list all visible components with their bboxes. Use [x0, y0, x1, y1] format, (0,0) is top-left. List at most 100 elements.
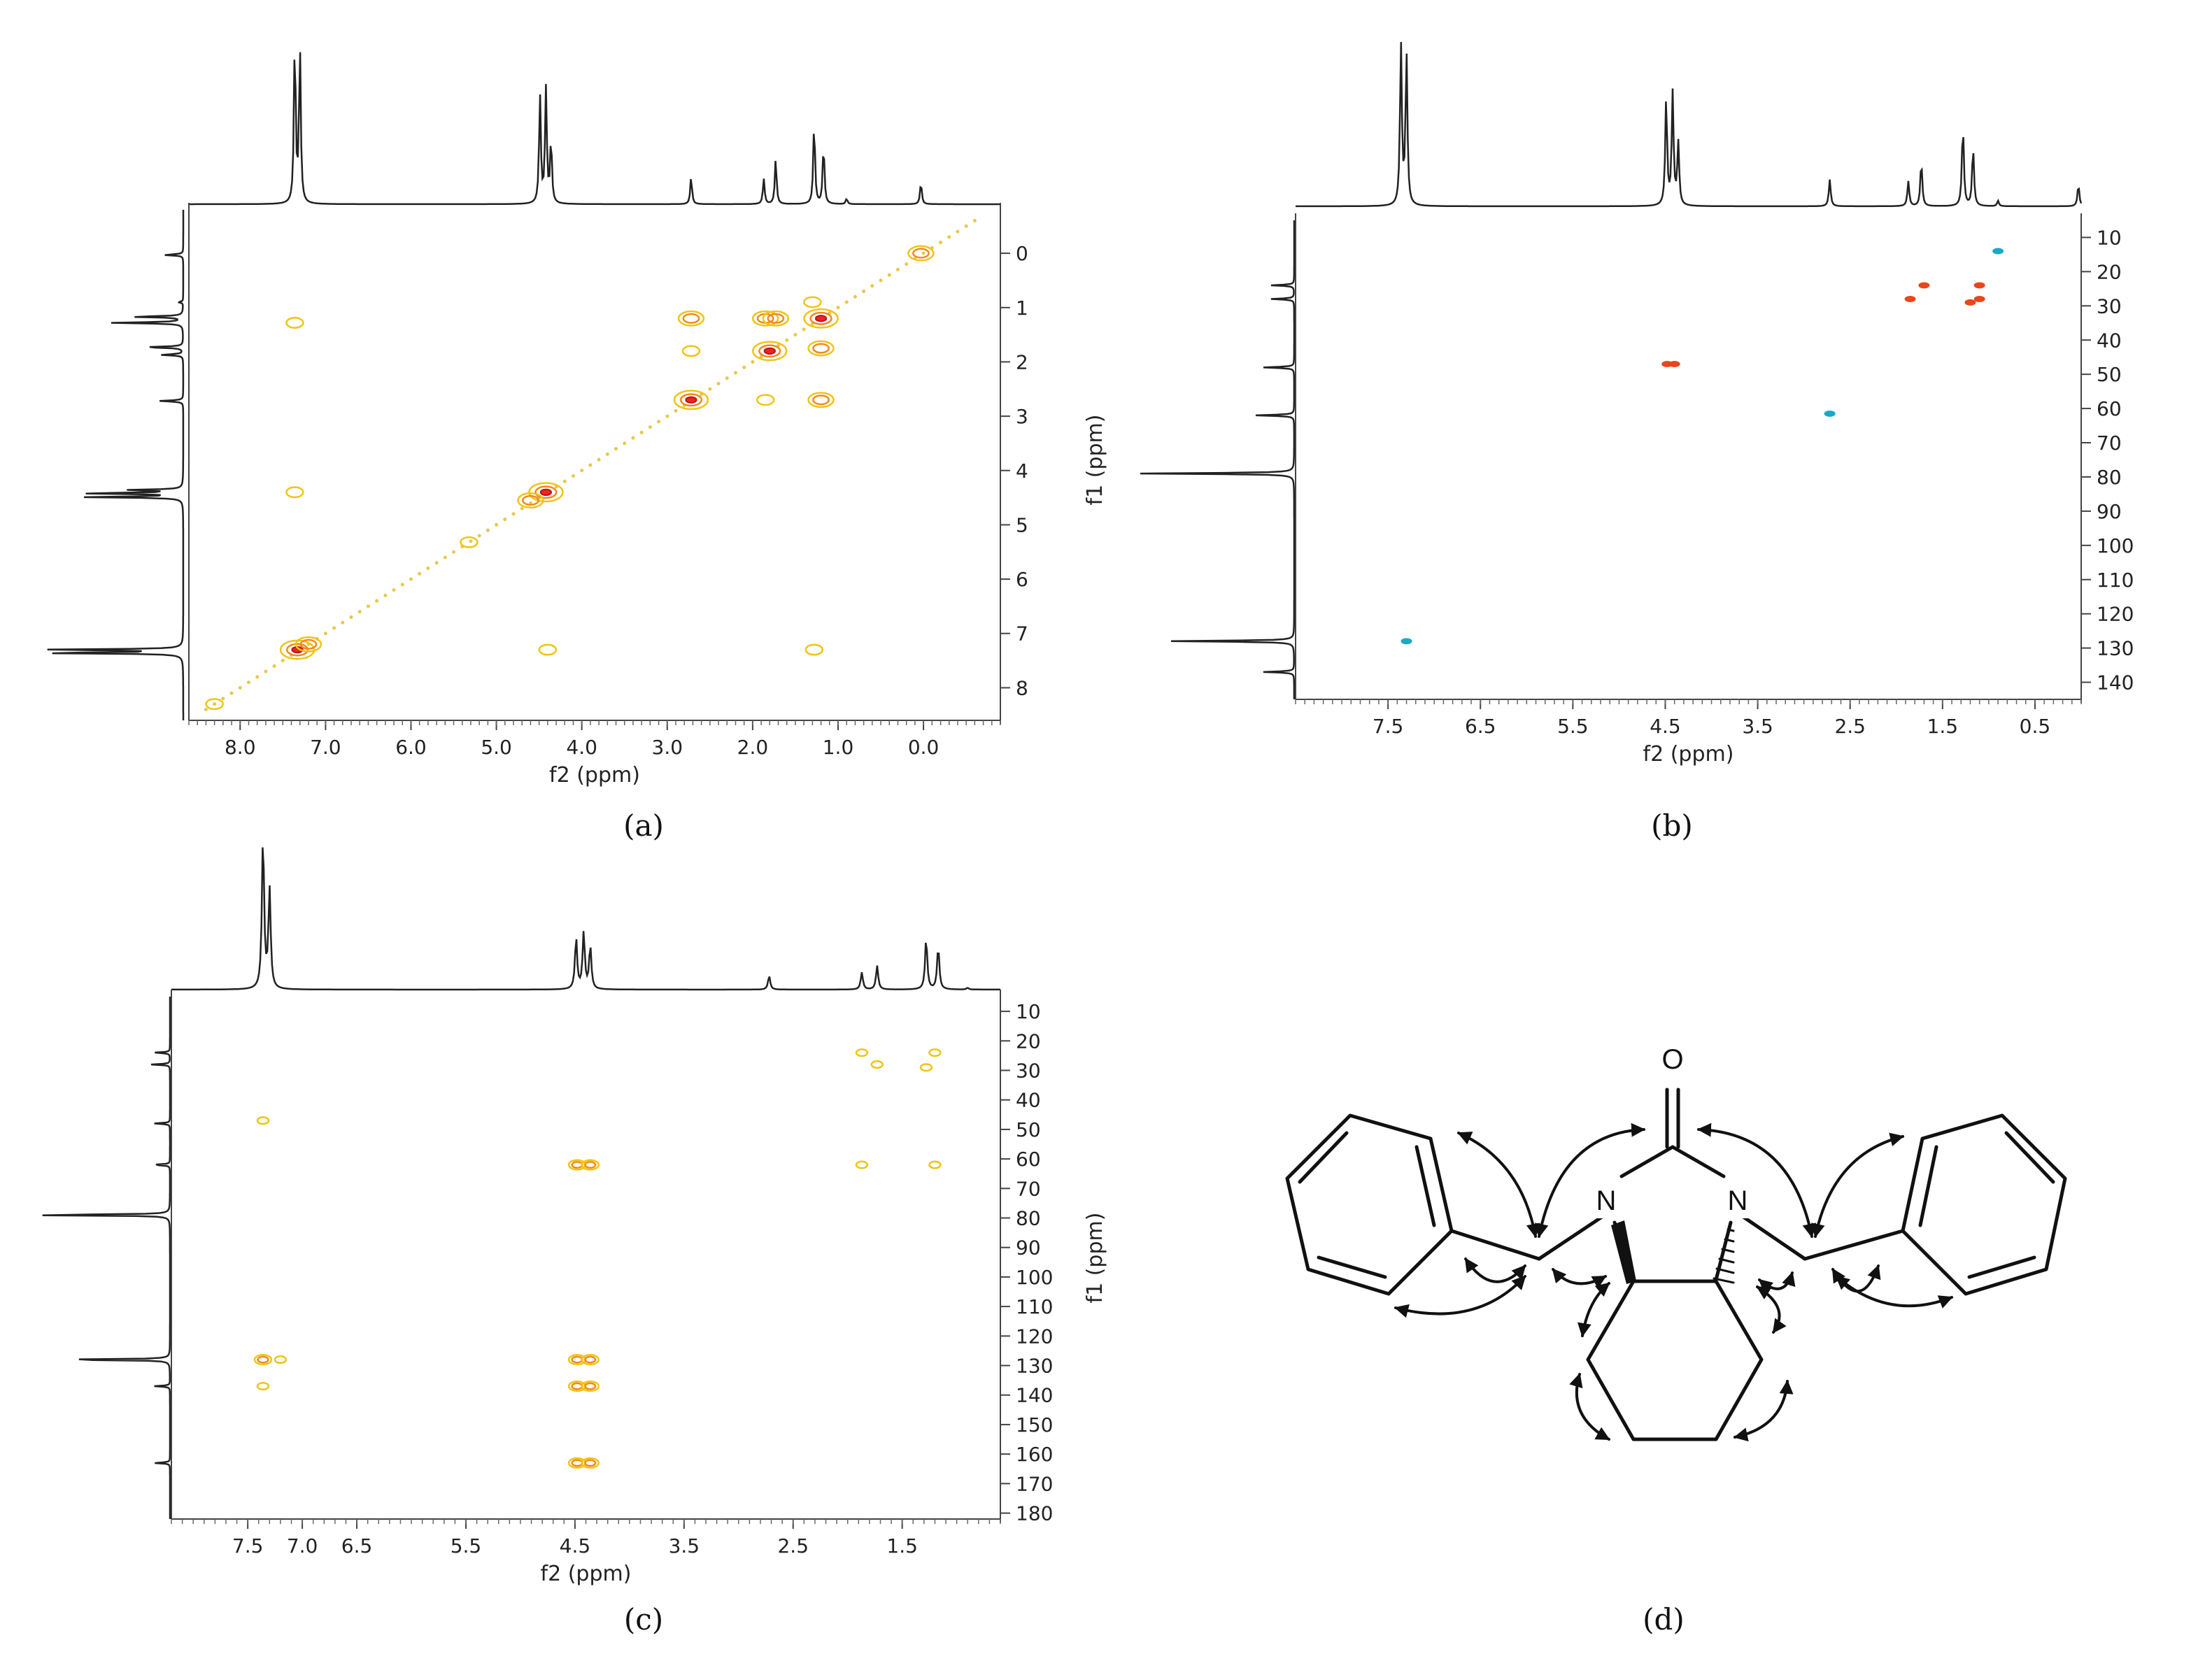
caption-a: (a): [623, 808, 664, 843]
top-1d-spectrum: [189, 52, 1000, 206]
cross-peak: [1824, 410, 1836, 417]
diagonal-trace: [443, 555, 447, 559]
x-tick-label: 5.5: [451, 1534, 482, 1557]
x-tick-label: 3.5: [1742, 715, 1773, 738]
diagonal-trace: [716, 382, 721, 386]
diagonal-trace: [255, 675, 260, 679]
diagonal-trace: [562, 479, 567, 483]
diagonal-trace: [631, 436, 635, 440]
y-tick-label: 120: [2097, 603, 2134, 626]
cross-peak: [528, 482, 564, 503]
y-axis-label: f1 (ppm): [1083, 415, 1107, 506]
diagonal-trace: [392, 588, 396, 592]
x-axis-label: f2 (ppm): [549, 763, 640, 787]
y-tick-label: 90: [2097, 500, 2122, 523]
x-tick-label: 7.5: [232, 1534, 264, 1557]
diagonal-trace: [623, 441, 627, 445]
cross-peak: [673, 390, 709, 411]
cross-peak: [581, 1354, 600, 1366]
diagonal-trace: [605, 452, 609, 456]
diagonal-trace: [733, 371, 737, 375]
y-tick-label: 120: [1016, 1325, 1053, 1348]
cross-peak-contour: [257, 1355, 269, 1364]
diagonal-trace: [887, 273, 891, 277]
atom-oxygen: O: [1661, 1044, 1683, 1075]
cross-peak: [205, 698, 224, 711]
x-tick-label: 1.0: [823, 736, 854, 759]
y-tick-label: 10: [1016, 1000, 1041, 1023]
correlation-arrows: [1394, 1122, 1953, 1441]
x-tick-label: 8.0: [225, 736, 256, 759]
diagonal-trace: [213, 702, 217, 706]
cross-peak: [677, 310, 705, 327]
diagonal-trace: [665, 414, 669, 418]
y-tick-label: 180: [1016, 1502, 1053, 1525]
cross-peak: [907, 245, 935, 262]
diagonal-trace: [204, 707, 208, 711]
bond-c-nr: [1671, 1145, 1726, 1178]
diagonal-trace: [588, 463, 593, 467]
cross-peak-contour: [679, 393, 703, 407]
diagonal-trace: [426, 566, 430, 571]
panel-b: 7.5 6.5 5.5 4.5 3.5 2.5 1.5 0.5 10 20 30 40 50 60 70 80…: [1083, 41, 2134, 767]
cross-peak-contour: [812, 343, 830, 354]
n-right-bg: [1722, 1182, 1753, 1218]
cross-peak: [295, 636, 322, 653]
cross-peak: [807, 392, 835, 408]
x-tick-label: 6.5: [341, 1534, 373, 1557]
y-tick-label: 4: [1016, 459, 1028, 483]
x-tick-label: 5.0: [481, 736, 512, 759]
diagonal-trace: [485, 528, 490, 532]
diagonal-trace: [964, 224, 968, 228]
cross-peak: [855, 1160, 869, 1169]
y-tick-label: 140: [2097, 671, 2134, 694]
diagonal-trace: [870, 284, 874, 288]
cross-peak: [1992, 248, 2004, 255]
n-left-bg: [1591, 1182, 1622, 1218]
diagonal-trace: [341, 620, 345, 625]
x-axis-label: f2 (ppm): [1643, 742, 1734, 767]
y-tick-label: 40: [1016, 1089, 1041, 1112]
diagonal-trace: [708, 387, 712, 391]
diagonal-trace: [793, 333, 797, 337]
diagonal-trace: [571, 474, 575, 478]
caption-c: (c): [624, 1602, 663, 1637]
diagonal-trace: [434, 561, 439, 565]
cross-peak-core: [539, 488, 553, 497]
diagonal-trace: [648, 425, 652, 429]
x-tick-label: 0.5: [2020, 715, 2051, 738]
wedge-bond: [1611, 1220, 1636, 1284]
diagonal-trace: [947, 235, 951, 239]
cross-peak: [285, 317, 304, 329]
cross-peak: [253, 1354, 273, 1366]
y-tick-label: 30: [2097, 294, 2122, 318]
cross-peak: [681, 345, 701, 357]
bond-nl-ch2: [1537, 1215, 1604, 1261]
x-tick-label: 6.0: [395, 736, 427, 759]
cross-peak: [256, 1382, 270, 1391]
diagonal-trace: [409, 577, 413, 581]
top-1d-spectrum: [171, 847, 1000, 991]
bond-ch2-phr: [1803, 1229, 1905, 1261]
y-axis-label: f1 (ppm): [1083, 1213, 1107, 1304]
cross-peak: [756, 394, 775, 406]
diagonal-trace: [785, 338, 789, 342]
diagonal-trace: [238, 685, 242, 690]
cross-peak: [807, 340, 835, 357]
x-tick-label: 2.5: [777, 1534, 809, 1557]
x-tick-label: 2.5: [1834, 715, 1866, 738]
diagonal-trace: [400, 583, 404, 587]
cross-peak: [919, 1063, 933, 1072]
left-1d-spectrum: [47, 210, 185, 720]
diagonal-trace: [862, 289, 866, 293]
diagonal-trace: [657, 420, 661, 424]
cross-peak: [928, 1048, 942, 1057]
cross-peak-contour: [584, 1382, 597, 1390]
y-tick-label: 100: [2097, 534, 2134, 557]
phenyl-right-double-1: [1918, 1145, 1938, 1227]
diagonal-trace: [725, 376, 729, 380]
diagonal-trace: [495, 522, 499, 527]
y-tick-label: 40: [2097, 329, 2122, 352]
bond-ch2-phl: [1449, 1229, 1541, 1261]
cross-peak-contour: [682, 313, 700, 324]
